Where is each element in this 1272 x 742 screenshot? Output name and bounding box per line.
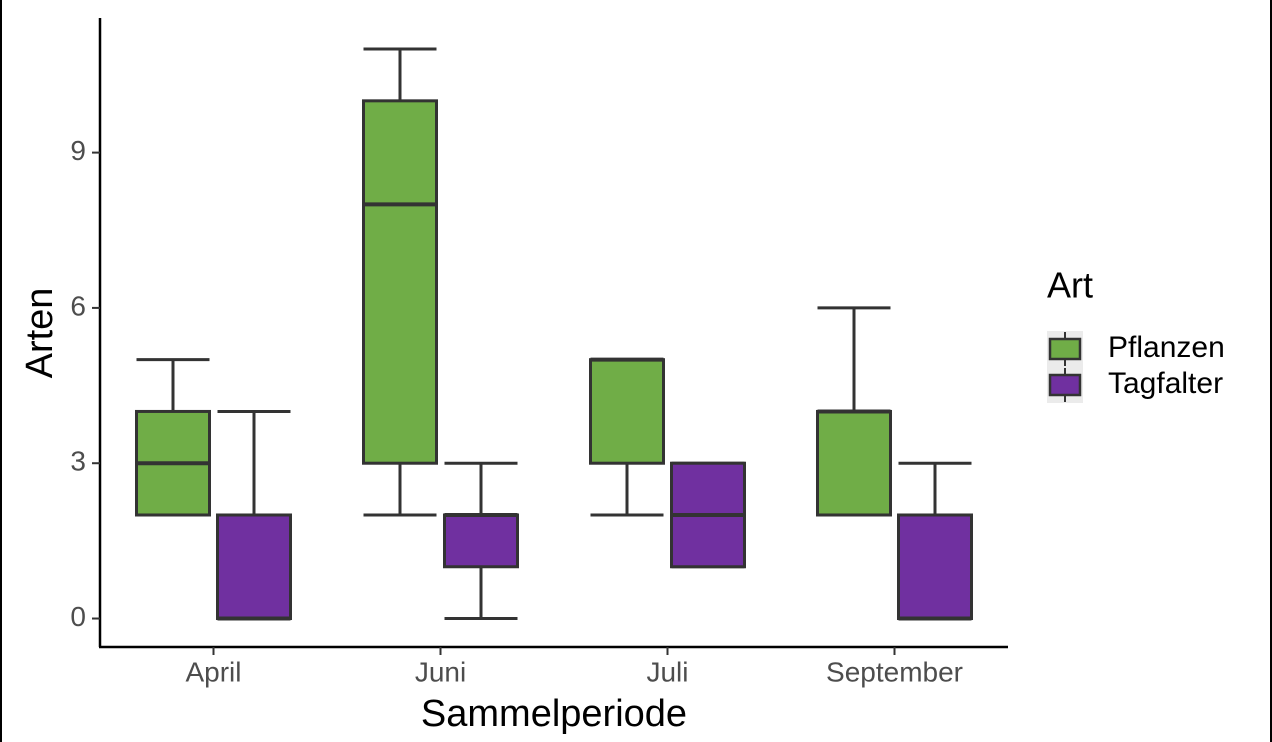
legend-title: Art <box>1047 265 1093 306</box>
x-tick-label: September <box>826 656 963 687</box>
y-tick-label: 6 <box>70 290 86 321</box>
y-tick-label: 9 <box>70 135 86 166</box>
box <box>816 409 892 517</box>
box <box>216 513 292 621</box>
box <box>362 99 438 465</box>
y-tick-label: 3 <box>70 446 86 477</box>
x-tick-label: April <box>185 656 241 687</box>
legend-key <box>1048 373 1082 397</box>
x-axis-title: Sammelperiode <box>421 693 687 735</box>
legend-label: Pflanzen <box>1108 331 1225 364</box>
box <box>897 513 973 621</box>
x-tick-label: Juni <box>415 656 466 687</box>
box <box>443 513 519 569</box>
box <box>589 358 665 465</box>
y-axis-title: Arten <box>19 288 61 379</box>
legend-label: Tagfalter <box>1108 367 1223 400</box>
y-tick-label: 0 <box>70 601 86 632</box>
legend-key <box>1048 337 1082 361</box>
x-tick-label: Juli <box>646 656 688 687</box>
